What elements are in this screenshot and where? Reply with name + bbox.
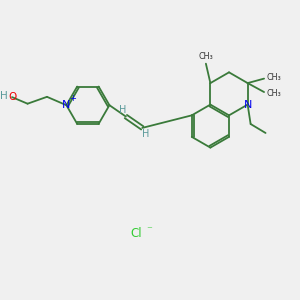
Text: ⁻: ⁻	[146, 225, 152, 235]
Text: H: H	[142, 130, 149, 140]
Text: CH₃: CH₃	[199, 52, 213, 61]
Text: +: +	[70, 94, 76, 103]
Text: O: O	[8, 92, 16, 102]
Text: CH₃: CH₃	[266, 73, 281, 82]
Text: N: N	[243, 100, 252, 110]
Text: N: N	[62, 100, 70, 110]
Text: Cl: Cl	[130, 227, 142, 240]
Text: H: H	[0, 91, 8, 100]
Text: H: H	[118, 105, 126, 115]
Text: CH₃: CH₃	[266, 89, 281, 98]
